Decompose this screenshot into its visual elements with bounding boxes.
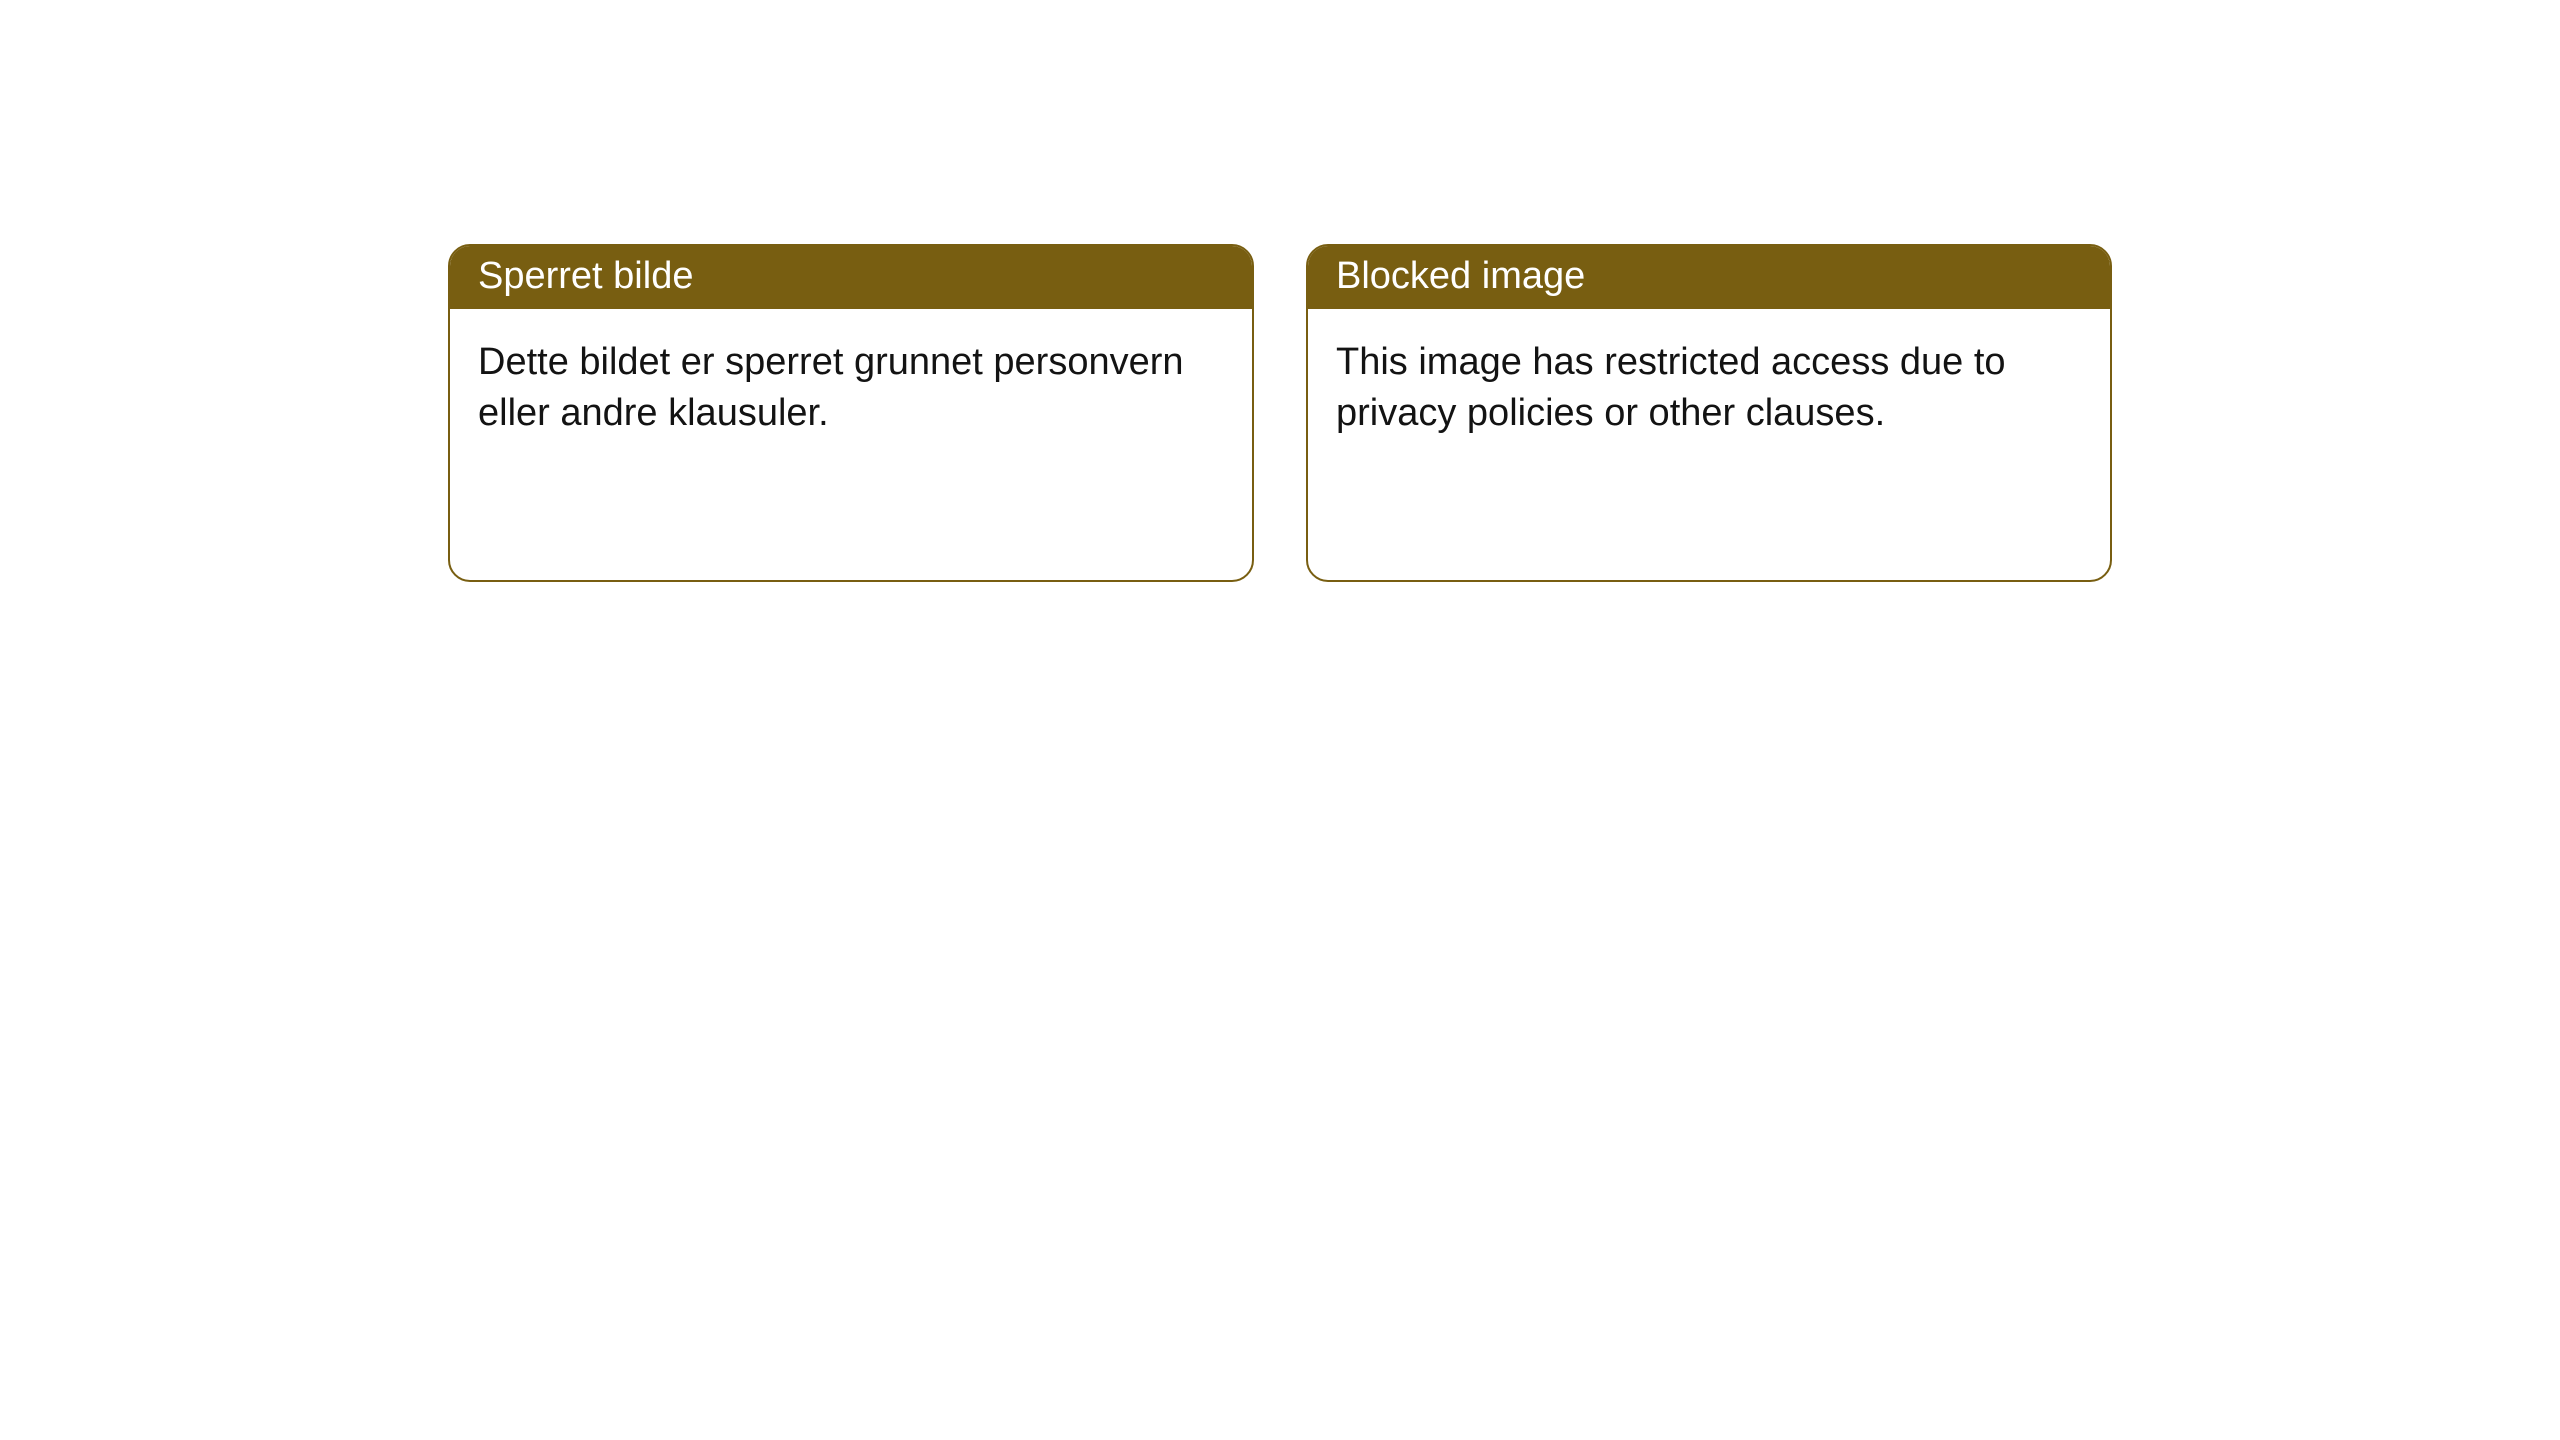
notice-container: Sperret bilde Dette bildet er sperret gr…	[0, 0, 2560, 582]
notice-title-english: Blocked image	[1308, 246, 2110, 309]
notice-card-norwegian: Sperret bilde Dette bildet er sperret gr…	[448, 244, 1254, 582]
notice-body-english: This image has restricted access due to …	[1308, 309, 2110, 468]
notice-title-norwegian: Sperret bilde	[450, 246, 1252, 309]
notice-body-norwegian: Dette bildet er sperret grunnet personve…	[450, 309, 1252, 468]
notice-card-english: Blocked image This image has restricted …	[1306, 244, 2112, 582]
